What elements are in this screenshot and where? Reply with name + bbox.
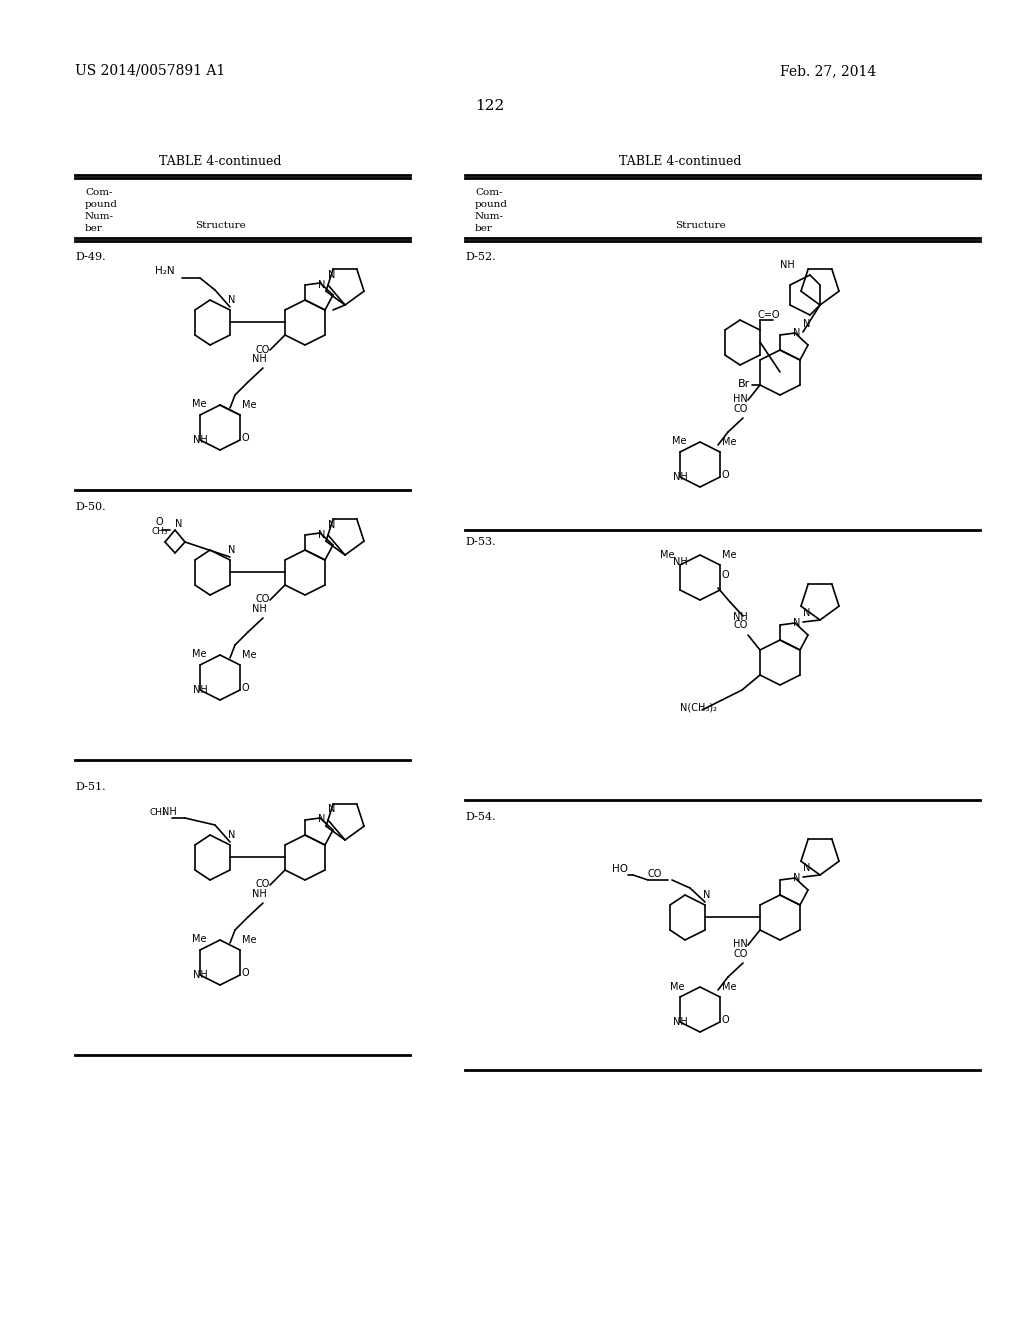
Text: Me: Me: [722, 982, 736, 993]
Text: Me: Me: [722, 550, 736, 560]
Text: N: N: [328, 271, 336, 280]
Text: O: O: [242, 433, 250, 444]
Text: Me: Me: [242, 935, 256, 945]
Text: Num-: Num-: [85, 213, 114, 220]
Text: N(CH₃)₂: N(CH₃)₂: [680, 702, 717, 711]
Text: Feb. 27, 2014: Feb. 27, 2014: [780, 63, 877, 78]
Text: Me: Me: [242, 400, 256, 411]
Text: CO: CO: [255, 345, 269, 355]
Text: D-53.: D-53.: [465, 537, 496, 546]
Text: N: N: [793, 618, 801, 628]
Text: H₂N: H₂N: [155, 267, 175, 276]
Text: O: O: [155, 517, 163, 527]
Text: NH: NH: [252, 888, 266, 899]
Text: N: N: [175, 519, 182, 529]
Text: Br: Br: [738, 379, 751, 389]
Text: HO: HO: [612, 865, 628, 874]
Text: CO: CO: [255, 594, 269, 605]
Text: O: O: [722, 1015, 730, 1026]
Text: CH₃: CH₃: [150, 808, 167, 817]
Text: HN: HN: [733, 393, 748, 404]
Text: Num-: Num-: [475, 213, 504, 220]
Text: ber: ber: [85, 224, 102, 234]
Text: O: O: [242, 968, 250, 978]
Text: N: N: [703, 890, 711, 900]
Text: US 2014/0057891 A1: US 2014/0057891 A1: [75, 63, 225, 78]
Text: NH: NH: [162, 807, 177, 817]
Text: Me: Me: [193, 649, 207, 659]
Text: O: O: [722, 470, 730, 480]
Text: Structure: Structure: [195, 220, 246, 230]
Text: Me: Me: [672, 436, 686, 446]
Text: NH: NH: [673, 473, 688, 482]
Text: NH: NH: [252, 354, 266, 364]
Text: Me: Me: [193, 935, 207, 944]
Text: HN: HN: [733, 939, 748, 949]
Text: D-50.: D-50.: [75, 502, 105, 512]
Text: D-54.: D-54.: [465, 812, 496, 822]
Text: N: N: [318, 280, 326, 290]
Text: Me: Me: [670, 982, 684, 993]
Text: N: N: [803, 609, 810, 618]
Text: C=O: C=O: [757, 310, 779, 319]
Text: N: N: [228, 545, 236, 554]
Text: NH: NH: [193, 970, 208, 979]
Text: CO: CO: [648, 869, 663, 879]
Text: NH: NH: [673, 1016, 688, 1027]
Text: CO: CO: [733, 949, 748, 960]
Text: ber: ber: [475, 224, 493, 234]
Text: N: N: [228, 830, 236, 840]
Text: O: O: [242, 682, 250, 693]
Text: Com-: Com-: [475, 187, 503, 197]
Text: NH: NH: [193, 436, 208, 445]
Text: pound: pound: [85, 201, 118, 209]
Text: N: N: [328, 520, 336, 531]
Text: Me: Me: [193, 399, 207, 409]
Text: N: N: [318, 531, 326, 540]
Text: Me: Me: [660, 550, 675, 560]
Text: D-49.: D-49.: [75, 252, 105, 261]
Text: NH: NH: [780, 260, 795, 271]
Text: N: N: [803, 319, 810, 329]
Text: N: N: [328, 804, 336, 814]
Text: Me: Me: [722, 437, 736, 447]
Text: N: N: [803, 863, 810, 873]
Text: NH: NH: [673, 557, 688, 568]
Text: N: N: [318, 814, 326, 824]
Text: pound: pound: [475, 201, 508, 209]
Text: NH: NH: [733, 612, 748, 622]
Text: 122: 122: [475, 99, 505, 114]
Text: TABLE 4-continued: TABLE 4-continued: [618, 154, 741, 168]
Text: CO: CO: [733, 620, 748, 630]
Text: CO: CO: [733, 404, 748, 414]
Text: Com-: Com-: [85, 187, 113, 197]
Text: CO: CO: [255, 879, 269, 888]
Text: N: N: [793, 873, 801, 883]
Text: TABLE 4-continued: TABLE 4-continued: [159, 154, 282, 168]
Text: NH: NH: [193, 685, 208, 696]
Text: Structure: Structure: [675, 220, 725, 230]
Text: NH: NH: [252, 605, 266, 614]
Text: D-51.: D-51.: [75, 781, 105, 792]
Text: CH₃: CH₃: [152, 527, 169, 536]
Text: Me: Me: [242, 649, 256, 660]
Text: D-52.: D-52.: [465, 252, 496, 261]
Text: O: O: [722, 570, 730, 579]
Text: N: N: [793, 327, 801, 338]
Text: N: N: [228, 294, 236, 305]
